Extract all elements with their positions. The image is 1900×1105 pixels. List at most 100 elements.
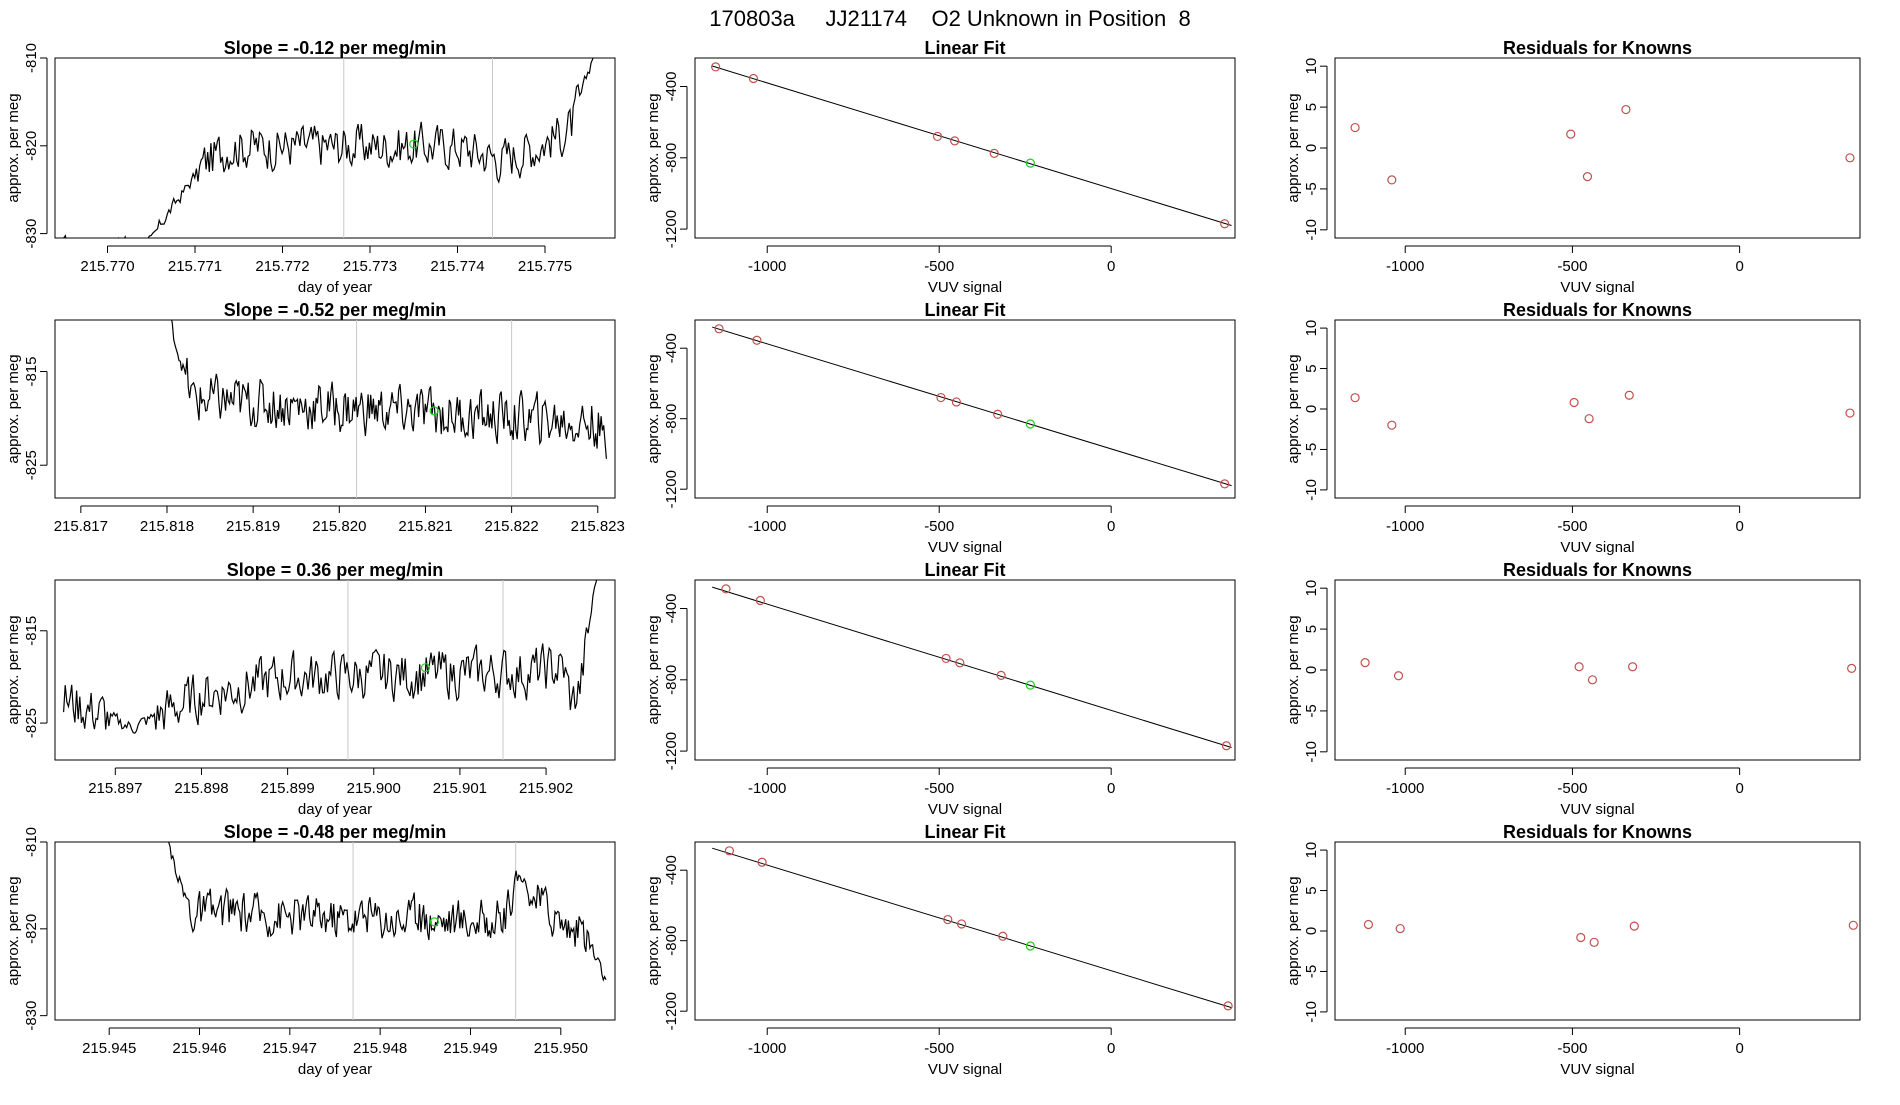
x-tick-label: 215.771: [168, 258, 222, 275]
plot-frame: [54, 579, 616, 761]
plot-frame: [694, 319, 1236, 499]
unknown-point: [420, 663, 431, 673]
x-axis-label: VUV signal: [928, 279, 1002, 296]
y-tick-label: -820: [23, 914, 40, 944]
known-point: [1582, 172, 1593, 182]
known-point: [955, 658, 965, 668]
plot-area: [63, 58, 594, 238]
x-tick-label: 215.899: [260, 780, 314, 797]
panel-4-3: Residuals for Knowns VUV signal approx. pe…: [1285, 822, 1861, 1078]
x-tick-label: 0: [1107, 1040, 1115, 1057]
y-axis-label: approx. per meg: [5, 876, 22, 985]
x-axis-label: VUV signal: [1560, 279, 1634, 296]
panel-3-2: Linear Fit VUV signal approx. per meg -1000…: [645, 560, 1236, 818]
x-tick-label: 215.946: [172, 1040, 226, 1057]
x-axis-label: day of year: [298, 1061, 372, 1078]
known-point: [950, 136, 960, 146]
y-axis-label: approx. per meg: [1285, 93, 1302, 202]
known-point: [714, 324, 724, 334]
y-tick-label: -800: [663, 143, 680, 173]
y-tick-label: -800: [663, 404, 680, 434]
x-tick-label: 215.902: [519, 780, 573, 797]
x-tick-label: 215.775: [518, 258, 572, 275]
y-axis-label: approx. per meg: [5, 615, 22, 724]
x-tick-label: -1000: [748, 780, 786, 797]
panel-title: Residuals for Knowns: [1503, 300, 1692, 320]
y-axis-label: approx. per meg: [5, 93, 22, 202]
y-axis-label: approx. per meg: [1285, 615, 1302, 724]
y-tick-label: -825: [23, 708, 40, 738]
known-point: [1360, 658, 1370, 668]
known-point: [1624, 390, 1634, 400]
signal-trace: [63, 580, 597, 734]
y-tick-label: -400: [663, 593, 680, 623]
x-tick-label: 215.770: [80, 258, 134, 275]
plot-area: [1350, 390, 1855, 430]
known-point: [721, 584, 731, 594]
panel-title: Slope = -0.48 per meg/min: [224, 822, 447, 842]
unknown-point: [1025, 419, 1035, 429]
known-point: [1569, 397, 1579, 408]
x-tick-label: 215.772: [255, 258, 309, 275]
y-tick-label: 10: [1303, 580, 1320, 597]
panel-title: Linear Fit: [924, 560, 1005, 580]
fit-line: [712, 326, 1232, 487]
x-tick-label: 215.901: [433, 780, 487, 797]
x-tick-label: 0: [1735, 780, 1743, 797]
y-tick-label: -10: [1303, 1001, 1320, 1023]
x-tick-label: 215.819: [226, 518, 280, 535]
x-tick-label: -500: [1557, 258, 1587, 275]
fit-line: [712, 586, 1232, 749]
x-tick-label: 215.945: [82, 1040, 136, 1057]
unknown-point: [429, 917, 439, 927]
x-tick-label: 215.820: [312, 518, 366, 535]
x-tick-label: 215.823: [571, 518, 625, 535]
known-point: [1847, 663, 1857, 673]
panel-2-3: Residuals for Knowns VUV signal approx. pe…: [1285, 300, 1861, 556]
y-tick-label: -810: [23, 827, 40, 857]
x-tick-label: -500: [924, 780, 954, 797]
y-tick-label: -815: [23, 616, 40, 646]
panel-1-2: Linear Fit VUV signal approx. per meg -1000…: [645, 38, 1236, 296]
x-axis-label: day of year: [298, 801, 372, 818]
x-axis-label: VUV signal: [928, 801, 1002, 818]
panel-title: Slope = -0.12 per meg/min: [224, 38, 447, 58]
y-tick-label: -830: [23, 1001, 40, 1031]
x-axis-label: VUV signal: [1560, 801, 1634, 818]
known-point: [993, 409, 1003, 419]
y-tick-label: -400: [663, 855, 680, 885]
known-point: [941, 653, 951, 664]
known-point: [757, 857, 767, 867]
x-tick-label: 0: [1107, 518, 1115, 535]
known-point: [1576, 932, 1586, 943]
known-point: [1395, 923, 1405, 934]
known-point: [1220, 219, 1230, 229]
known-point: [1363, 919, 1374, 930]
plot-frame: [1334, 579, 1861, 761]
y-tick-label: 0: [1303, 927, 1320, 935]
y-axis-label: approx. per meg: [5, 354, 22, 463]
x-tick-label: 215.900: [347, 780, 401, 797]
known-point: [1584, 414, 1594, 424]
known-point: [752, 335, 762, 345]
known-point: [755, 595, 765, 606]
panel-2-1: Slope = -0.52 per meg/min approx. per meg…: [5, 300, 625, 535]
plot-area: [712, 846, 1233, 1011]
known-point: [1387, 420, 1397, 430]
known-point: [1587, 675, 1598, 685]
y-tick-label: 0: [1303, 144, 1320, 152]
x-tick-label: 215.822: [484, 518, 538, 535]
known-point: [1220, 479, 1230, 489]
known-point: [1845, 153, 1855, 163]
panel-3-1: Slope = 0.36 per meg/min day of year appro…: [5, 560, 616, 818]
y-tick-label: -815: [23, 357, 40, 387]
x-tick-label: -1000: [1386, 258, 1424, 275]
unknown-point: [1025, 941, 1035, 951]
panel-title: Linear Fit: [924, 822, 1005, 842]
unknown-point: [429, 406, 439, 416]
x-tick-label: -500: [924, 518, 954, 535]
known-point: [711, 62, 721, 72]
y-tick-label: -1200: [663, 992, 680, 1030]
y-tick-label: 0: [1303, 405, 1320, 413]
x-tick-label: 215.818: [140, 518, 194, 535]
